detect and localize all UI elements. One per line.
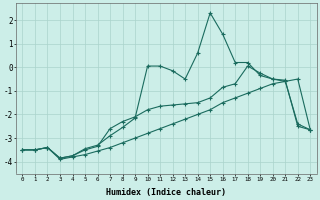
X-axis label: Humidex (Indice chaleur): Humidex (Indice chaleur) xyxy=(106,188,226,197)
